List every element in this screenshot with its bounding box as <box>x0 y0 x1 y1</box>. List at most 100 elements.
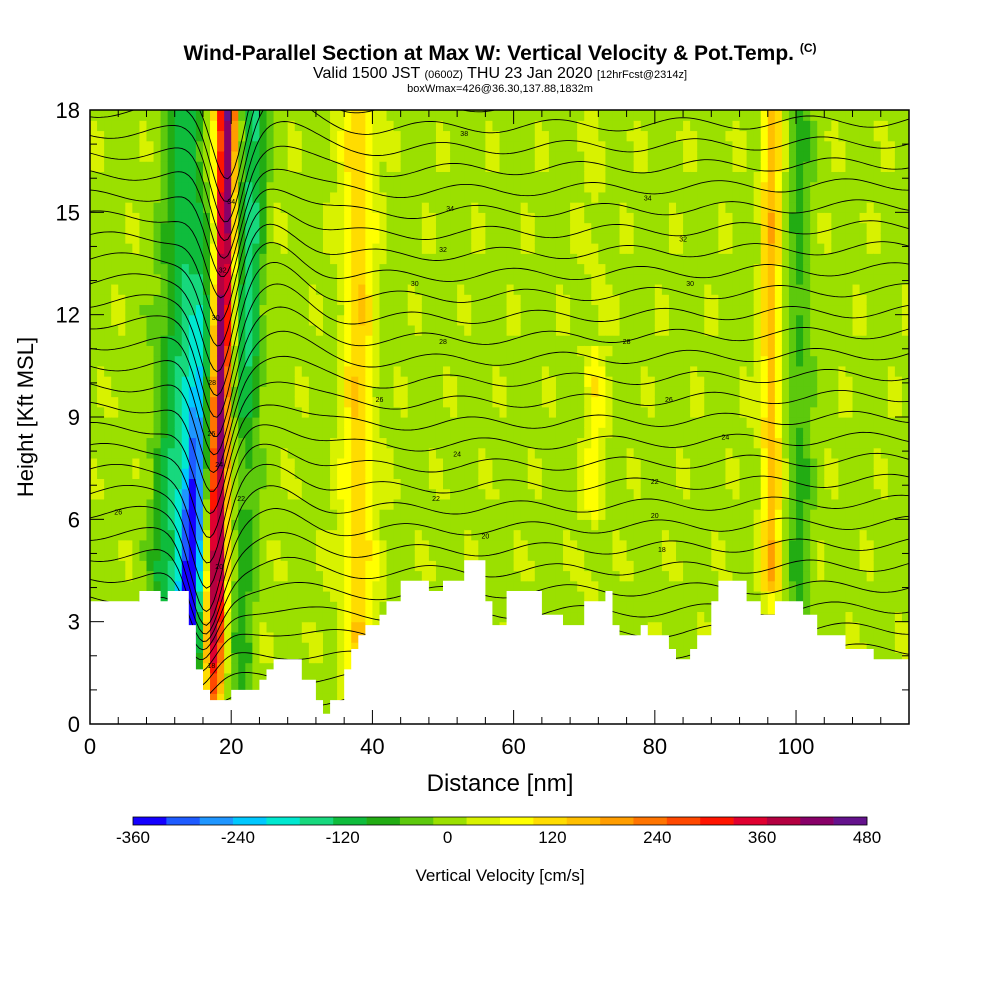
velocity-cell <box>358 365 366 377</box>
velocity-cell <box>527 110 536 121</box>
velocity-cell <box>111 243 119 254</box>
velocity-cell <box>584 150 592 162</box>
velocity-cell <box>450 539 458 551</box>
velocity-cell <box>372 468 381 479</box>
velocity-cell <box>541 191 550 203</box>
velocity-cell <box>202 324 211 336</box>
velocity-cell <box>139 345 148 357</box>
velocity-cell <box>541 539 550 551</box>
velocity-cell <box>414 417 423 428</box>
velocity-cell <box>626 611 635 623</box>
velocity-cell <box>358 509 366 520</box>
velocity-cell <box>280 570 289 582</box>
velocity-cell <box>513 161 522 172</box>
velocity-cell <box>541 140 550 152</box>
velocity-cell <box>647 283 656 295</box>
velocity-cell <box>308 283 317 295</box>
velocity-cell <box>457 273 465 285</box>
velocity-cell <box>245 191 253 203</box>
velocity-cell <box>591 283 599 295</box>
velocity-cell <box>435 110 444 121</box>
velocity-cell <box>97 130 105 142</box>
velocity-cell <box>202 478 211 490</box>
velocity-cell <box>591 539 599 551</box>
velocity-cell <box>231 631 239 643</box>
velocity-cell <box>563 283 571 295</box>
velocity-cell <box>322 376 331 387</box>
velocity-cell <box>344 202 352 213</box>
velocity-cell <box>160 488 169 500</box>
velocity-cell <box>570 150 578 162</box>
velocity-cell <box>337 110 345 121</box>
velocity-cell <box>633 150 642 162</box>
velocity-cell <box>591 232 599 244</box>
velocity-cell <box>584 181 592 193</box>
velocity-cell <box>104 304 112 316</box>
velocity-cell <box>577 406 585 418</box>
velocity-cell <box>661 621 670 633</box>
velocity-cell <box>287 406 296 418</box>
velocity-cell <box>153 273 162 285</box>
velocity-cell <box>647 539 656 551</box>
velocity-cell <box>344 550 352 561</box>
velocity-cell <box>513 335 522 346</box>
velocity-cell <box>414 324 423 336</box>
velocity-cell <box>435 130 444 142</box>
velocity-cell <box>598 365 606 377</box>
velocity-cell <box>499 335 508 346</box>
velocity-cell <box>668 376 677 387</box>
velocity-cell <box>266 181 275 193</box>
velocity-cell <box>294 539 303 551</box>
velocity-cell <box>563 488 571 500</box>
velocity-cell <box>195 171 204 183</box>
velocity-cell <box>492 130 501 142</box>
velocity-cell <box>132 447 141 459</box>
velocity-cell <box>400 570 409 582</box>
velocity-cell <box>379 202 388 213</box>
velocity-cell <box>513 171 522 183</box>
velocity-cell <box>308 560 317 572</box>
velocity-cell <box>421 283 430 295</box>
velocity-cell <box>181 294 190 306</box>
velocity-cell <box>584 580 592 592</box>
velocity-cell <box>577 570 585 582</box>
velocity-cell <box>478 365 486 377</box>
velocity-cell <box>421 437 430 449</box>
velocity-cell <box>393 406 402 418</box>
velocity-cell <box>97 345 105 357</box>
velocity-cell <box>584 396 592 408</box>
velocity-cell <box>273 253 282 265</box>
velocity-cell <box>400 161 409 172</box>
velocity-cell <box>337 672 345 684</box>
velocity-cell <box>153 120 162 132</box>
velocity-cell <box>266 498 275 510</box>
velocity-cell <box>125 468 133 479</box>
velocity-cell <box>322 417 331 428</box>
velocity-cell <box>351 345 359 357</box>
velocity-cell <box>188 560 197 572</box>
velocity-cell <box>414 386 423 398</box>
velocity-cell <box>153 539 162 551</box>
velocity-cell <box>252 631 261 643</box>
velocity-cell <box>577 447 585 459</box>
velocity-cell <box>372 161 381 172</box>
velocity-cell <box>520 161 529 172</box>
velocity-cell <box>619 457 628 469</box>
velocity-cell <box>619 273 628 285</box>
velocity-cell <box>202 304 211 316</box>
velocity-cell <box>591 110 599 121</box>
velocity-cell <box>513 478 522 490</box>
velocity-cell <box>548 191 557 203</box>
velocity-cell <box>351 396 359 408</box>
velocity-cell <box>301 365 310 377</box>
velocity-cell <box>612 140 621 152</box>
velocity-cell <box>104 314 112 326</box>
velocity-cell <box>210 386 218 398</box>
velocity-cell <box>612 427 621 439</box>
velocity-cell <box>605 304 614 316</box>
velocity-cell <box>294 120 303 132</box>
velocity-cell <box>104 130 112 142</box>
velocity-cell <box>485 509 494 520</box>
velocity-cell <box>464 243 472 254</box>
velocity-cell <box>414 498 423 510</box>
